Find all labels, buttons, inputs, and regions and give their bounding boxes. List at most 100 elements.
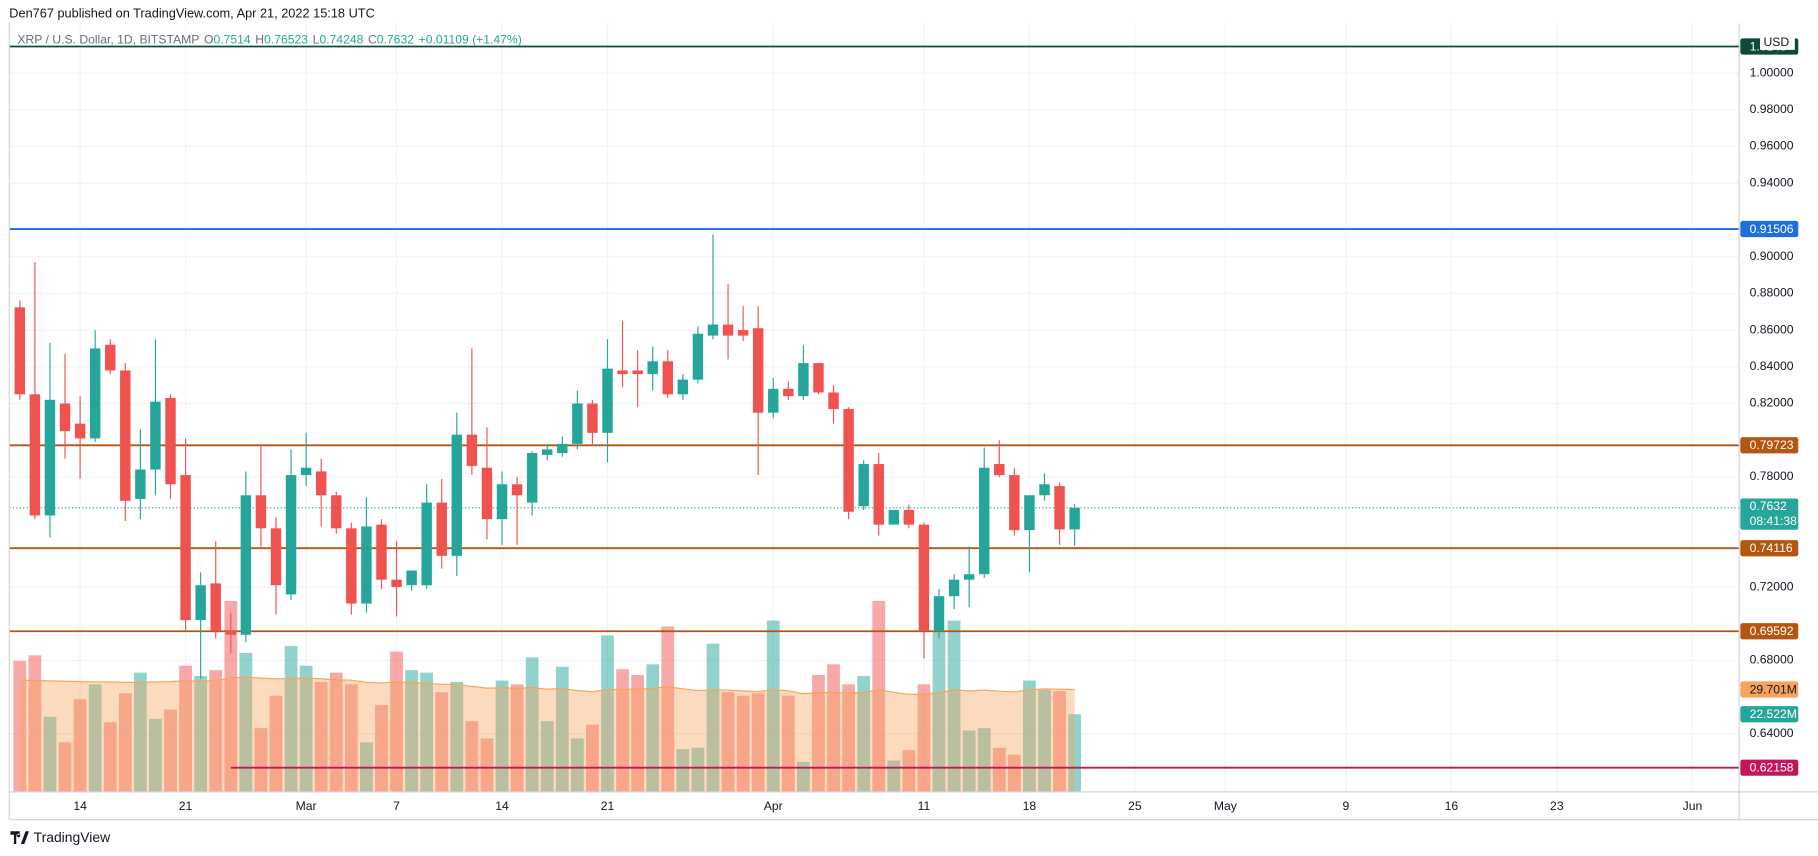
volume-bar (43, 716, 57, 792)
o-label: O (204, 33, 213, 47)
level-tag (1740, 623, 1799, 640)
candle-body (994, 464, 1005, 476)
volume-bar (766, 620, 780, 792)
level-tag-label: 0.62158 (1750, 760, 1794, 774)
candle-body (421, 502, 432, 586)
candle-body (255, 495, 267, 529)
level-tag-label: 0.74116 (1750, 541, 1793, 555)
candle-body (737, 330, 749, 336)
volume-bar (194, 676, 208, 792)
countdown: 08:41:38 (1750, 514, 1798, 528)
candle-body (873, 464, 884, 525)
volume-bar (646, 664, 660, 792)
brand-logo (10, 831, 29, 845)
volume-ma-tag-label: 29.701M (1750, 682, 1797, 696)
level-tag (1740, 220, 1799, 238)
volume-bar (812, 675, 825, 792)
y-tick-label: 0.84000 (1750, 359, 1794, 373)
levels (9, 45, 1740, 769)
candle-body (105, 344, 116, 371)
volume-bar (1007, 754, 1021, 792)
volume-bar (450, 681, 464, 792)
volume-bar (1038, 689, 1051, 792)
volume-bar (691, 747, 705, 792)
volume-bar (299, 665, 313, 792)
y-tick-label: 0.68000 (1750, 653, 1794, 667)
currency-bg (1760, 34, 1795, 50)
candle-body (74, 423, 86, 439)
price-axis-bg (1739, 23, 1818, 792)
x-tick-label: Mar (296, 799, 317, 813)
volume-bar (570, 738, 584, 792)
candle-body (1024, 495, 1035, 531)
x-tick-label: Jun (1683, 799, 1703, 813)
candle-body (135, 469, 146, 499)
candle-body (315, 471, 327, 496)
candle-body (361, 526, 372, 604)
volume-bar (88, 684, 102, 792)
candle-body (1039, 484, 1050, 496)
candle-body (346, 528, 357, 604)
volume-bar (1068, 714, 1082, 792)
y-tick-label: 1.00000 (1750, 65, 1794, 79)
candle-body (722, 324, 734, 336)
level-tag-label: 0.91506 (1750, 222, 1794, 236)
candle-body (195, 585, 206, 621)
x-tick-label: 9 (1342, 799, 1349, 813)
volume-bar (676, 749, 690, 792)
volume-ma-area (19, 677, 1075, 792)
volume-bar (13, 660, 27, 792)
candle-body (165, 397, 176, 485)
candle-body (617, 370, 628, 375)
volume-bar (164, 709, 177, 792)
volume-bar (239, 652, 253, 792)
volume-bar (28, 655, 42, 792)
y-tick-label: 0.78000 (1750, 469, 1794, 483)
volume-bar (992, 747, 1006, 792)
volume-bar (103, 722, 117, 792)
x-tick-label: 14 (73, 799, 87, 813)
candle-body (768, 388, 779, 413)
x-tick-label: 16 (1445, 799, 1459, 813)
price-tag (1740, 498, 1799, 530)
x-tick-label: May (1214, 799, 1238, 813)
y-tick-label: 0.64000 (1750, 726, 1794, 740)
y-tick-label: 0.90000 (1750, 249, 1794, 263)
y-tick-label: 0.96000 (1750, 139, 1794, 153)
currency: USD (1764, 35, 1790, 49)
volume-bar (133, 672, 147, 792)
candle-body (150, 401, 161, 470)
h-value: 0.76523 (264, 33, 308, 47)
candle-body (963, 574, 975, 580)
volume-bar (344, 684, 358, 792)
candle-body (602, 368, 613, 433)
volume-bar (842, 684, 855, 792)
candle-body (707, 324, 719, 336)
candle-body (391, 579, 402, 588)
volume-bar (224, 600, 238, 792)
candle-body (210, 583, 221, 632)
volume-bar (797, 761, 810, 792)
candle-body (120, 370, 131, 501)
brand: TradingView (34, 829, 111, 845)
volume-bar (601, 635, 614, 792)
candle-body (59, 403, 71, 432)
candle-body (496, 484, 508, 520)
candle-body (406, 570, 417, 586)
volume-bar (977, 728, 991, 792)
x-tick-label: 23 (1550, 799, 1564, 813)
candle-body (858, 464, 869, 507)
price-tag-label: 0.7632 (1750, 499, 1787, 513)
volume-bar (947, 620, 961, 792)
volume-bar (631, 675, 645, 792)
volume-bar (375, 705, 388, 792)
volume-bar (1023, 680, 1036, 792)
level-tag (1740, 437, 1799, 454)
volume-tag-label: 22.522M (1750, 707, 1797, 721)
l-value: 0.74248 (319, 33, 363, 47)
volume-tag (1740, 706, 1799, 723)
volume-bar (661, 626, 675, 792)
volume-bar (284, 646, 298, 792)
x-tick-label: 21 (601, 799, 615, 813)
x-tick-label: 11 (918, 799, 931, 813)
